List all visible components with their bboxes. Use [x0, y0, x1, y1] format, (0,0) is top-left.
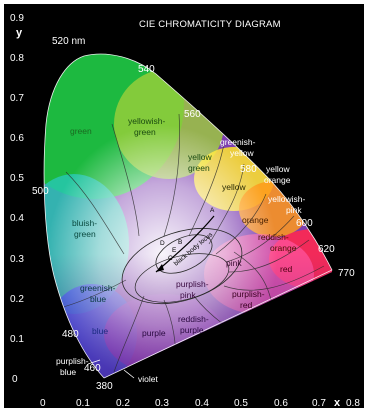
y-tick-0.8: 0.8 [10, 53, 24, 64]
region-greenish-blue-line2: blue [90, 294, 106, 304]
wl-500: 500 [32, 186, 49, 197]
y-tick-0.2: 0.2 [10, 294, 24, 305]
region-pink: pink [226, 258, 242, 268]
region-yellow-green-line2: green [188, 163, 210, 173]
y-tick-0.6: 0.6 [10, 133, 24, 144]
x-tick-0.5: 0.5 [234, 398, 248, 408]
region-purplish-pink-line1: purplish- [176, 279, 209, 289]
region-greenish-yellow-line1: greenish- [220, 137, 256, 147]
y-tick-0.4: 0.4 [10, 213, 24, 224]
region-purplish-blue-line1: purplish- [56, 356, 89, 366]
region-bluish-green-line1: bluish- [72, 218, 97, 228]
bb-point-B: B [178, 239, 182, 246]
wl-480: 480 [62, 329, 79, 340]
region-yellow: yellow [222, 182, 246, 192]
leader-arrows [87, 359, 135, 379]
region-reddish-orange-line1: reddish- [258, 232, 289, 242]
x-axis-ticks: 0 0.1 0.2 0.3 0.4 0.5 0.6 0.7 0.8 [40, 398, 360, 409]
wl-600: 600 [296, 218, 313, 229]
region-purplish-red-line1: purplish- [232, 289, 265, 299]
bb-point-C: C [168, 255, 173, 262]
color-region-labels: green yellowish- green yellow green gree… [56, 116, 305, 384]
chromaticity-diagram: CIE CHROMATICITY DIAGRAM y x 0 0.1 0.2 0… [10, 13, 360, 409]
region-green: green [70, 126, 92, 136]
y-tick-0.3: 0.3 [10, 254, 24, 265]
region-purplish-blue-line2: blue [60, 367, 76, 377]
region-purplish-pink-line2: pink [180, 290, 196, 300]
x-tick-0: 0 [40, 398, 46, 408]
region-reddish-purple-line1: reddish- [178, 314, 209, 324]
wl-770: 770 [338, 268, 355, 279]
bb-point-D: D [160, 240, 165, 247]
region-reddish-purple-line2: purple [180, 325, 204, 335]
y-axis-label: y [16, 27, 23, 39]
region-yellowish-pink-line2: pink [286, 205, 302, 215]
wl-380: 380 [96, 381, 113, 392]
region-blue: blue [92, 326, 108, 336]
y-tick-0.9: 0.9 [10, 13, 24, 24]
region-bluish-green-line2: green [74, 229, 96, 239]
region-greenish-blue-line1: greenish- [80, 283, 116, 293]
x-tick-0.8: 0.8 [346, 398, 360, 408]
wl-580: 580 [240, 164, 257, 175]
region-yellow-orange-line2: orange [264, 175, 291, 185]
x-tick-0.2: 0.2 [116, 398, 130, 408]
y-tick-0.7: 0.7 [10, 93, 24, 104]
wavelength-labels: 520 nm 540 560 580 600 620 770 500 480 4… [32, 36, 355, 392]
chart-title: CIE CHROMATICITY DIAGRAM [139, 19, 281, 30]
spectral-locus [43, 53, 333, 379]
region-violet: violet [138, 374, 158, 384]
diagram-panel: CIE CHROMATICITY DIAGRAM y x 0 0.1 0.2 0… [4, 4, 364, 409]
wl-560: 560 [184, 109, 201, 120]
y-tick-0.1: 0.1 [10, 334, 24, 345]
region-purplish-red-line2: red [240, 300, 253, 310]
blackbody-arrowhead [156, 264, 164, 272]
wl-620: 620 [318, 244, 335, 255]
y-tick-0: 0 [12, 374, 18, 385]
region-greenish-yellow-line2: yellow [230, 148, 254, 158]
wl-520: 520 nm [52, 36, 85, 47]
region-yellow-orange-line1: yellow [266, 164, 290, 174]
region-purple: purple [142, 328, 166, 338]
x-tick-0.7: 0.7 [312, 398, 326, 408]
region-reddish-orange-line2: orange [270, 243, 297, 253]
bb-point-E: E [172, 247, 177, 254]
bb-point-A: A [210, 207, 215, 214]
y-axis-ticks: 0 0.1 0.2 0.3 0.4 0.5 0.6 0.7 0.8 0.9 [10, 13, 24, 385]
region-yellow-green-line1: yellow [188, 152, 212, 162]
wl-540: 540 [138, 64, 155, 75]
region-yellowish-green-line2: green [134, 127, 156, 137]
x-tick-0.1: 0.1 [76, 398, 90, 408]
x-tick-0.6: 0.6 [274, 398, 288, 408]
x-tick-0.3: 0.3 [155, 398, 169, 408]
y-tick-0.5: 0.5 [10, 173, 24, 184]
region-yellowish-pink-line1: yellowish- [268, 194, 305, 204]
region-red: red [280, 264, 293, 274]
wl-460: 460 [84, 363, 101, 374]
region-orange: orange [242, 215, 269, 225]
color-gamut [44, 54, 332, 378]
x-tick-0.4: 0.4 [195, 398, 209, 408]
x-axis-label: x [334, 397, 341, 408]
region-yellowish-green-line1: yellowish- [128, 116, 165, 126]
